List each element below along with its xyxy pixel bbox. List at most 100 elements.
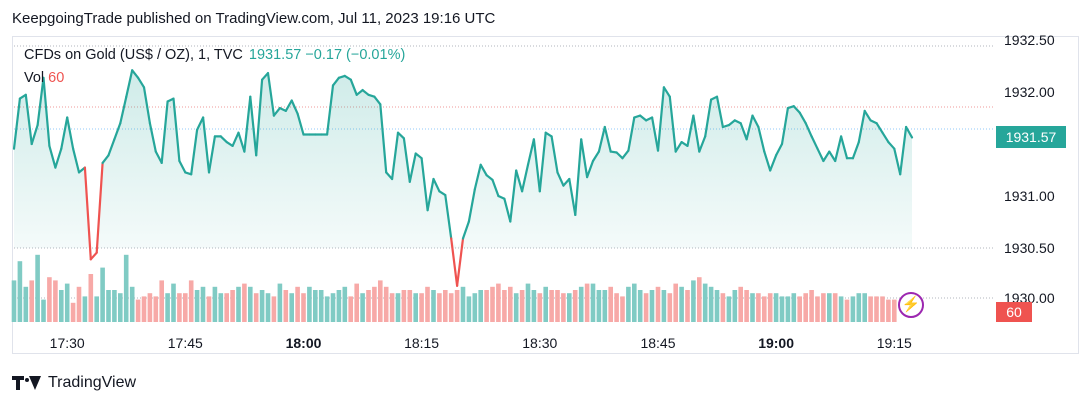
volume-bar — [378, 280, 383, 322]
price-line-segment — [532, 138, 541, 193]
y-tick-label: 1932.50 — [1004, 32, 1055, 48]
volume-bar — [153, 296, 159, 322]
volume-bar — [324, 296, 330, 322]
price-line-segment — [686, 114, 695, 147]
volume-bar — [803, 293, 808, 322]
volume-bar — [578, 286, 584, 322]
volume-bar — [112, 290, 117, 322]
volume-bar — [596, 290, 602, 322]
price-line-segment — [674, 141, 683, 153]
price-line-segment — [485, 174, 494, 181]
volume-bar — [537, 293, 543, 322]
volume-bar — [118, 293, 123, 322]
price-line-segment — [621, 149, 630, 160]
price-line-segment — [574, 138, 583, 216]
volume-bar — [892, 299, 897, 322]
price-line-segment — [142, 86, 151, 125]
x-tick-label: 17:30 — [50, 335, 85, 351]
volume-bar — [123, 254, 129, 322]
price-line-segment — [402, 137, 411, 183]
price-line-segment — [178, 159, 187, 174]
volume-bar — [525, 283, 531, 322]
price-line-segment — [426, 177, 435, 212]
price-chart[interactable]: 1932.501932.001931.001930.501930.0017:30… — [0, 0, 1090, 360]
price-line-segment — [650, 116, 660, 152]
volume-bar — [129, 286, 135, 322]
volume-bar — [614, 293, 619, 322]
x-tick-label: 19:00 — [758, 335, 794, 351]
volume-bar — [750, 293, 755, 322]
y-tick-label: 1932.00 — [1004, 84, 1055, 100]
volume-bar — [844, 299, 850, 322]
price-line-segment — [66, 116, 75, 150]
price-line-segment — [154, 150, 163, 164]
volume-bar — [318, 290, 324, 322]
volume-bar — [649, 290, 655, 322]
symbol-name: CFDs on Gold (US$ / OZ), 1, TVC — [24, 47, 243, 63]
flash-icon[interactable]: ⚡ — [898, 292, 924, 318]
volume-bar — [815, 296, 820, 322]
publish-header: KeepgoingTrade published on TradingView.… — [12, 10, 496, 27]
price-line-segment — [255, 78, 264, 157]
volume-bar — [880, 296, 885, 322]
volume-bar — [762, 296, 767, 322]
volume-bar — [850, 296, 856, 322]
price-line-segment — [668, 95, 677, 153]
volume-bar — [519, 290, 525, 322]
volume-bar — [637, 290, 643, 322]
price-line-segment — [515, 169, 524, 193]
price-line-segment — [538, 131, 547, 193]
volume-bar — [295, 286, 300, 322]
price-line-segment — [520, 163, 530, 193]
price-line-segment — [290, 99, 299, 115]
price-line-segment — [491, 178, 500, 198]
volume-bar — [348, 296, 353, 322]
volume-bar — [218, 293, 224, 322]
volume-bar — [177, 293, 182, 322]
volume-bar — [714, 290, 720, 322]
tradingview-logo[interactable]: TradingView — [12, 374, 136, 392]
volume-bar — [496, 283, 501, 322]
price-line-segment — [580, 138, 589, 179]
price-line-segment — [461, 220, 470, 240]
price-line-segment — [225, 141, 234, 147]
volume-bar — [708, 286, 714, 322]
price-line-segment — [585, 159, 595, 179]
volume-label: Vol — [24, 70, 45, 86]
volume-bar — [874, 296, 879, 322]
price-line-segment — [420, 157, 429, 212]
volume-bar — [401, 290, 407, 322]
volume-bar — [313, 290, 318, 322]
volume-bar — [236, 286, 241, 322]
volume-bar — [667, 293, 673, 322]
volume-bar — [632, 283, 637, 322]
volume-bar — [726, 296, 732, 322]
price-line-segment — [727, 119, 736, 127]
price-line-segment — [432, 177, 441, 193]
current-volume-tag: 60 — [996, 302, 1032, 322]
price-line-segment — [326, 84, 335, 136]
volume-bar — [330, 293, 336, 322]
price-line-segment — [473, 163, 482, 191]
price-line-segment — [745, 114, 754, 141]
price-line-segment — [349, 78, 358, 96]
volume-bar — [64, 283, 70, 322]
volume-bar — [567, 293, 572, 322]
volume-bar — [59, 290, 64, 322]
volume-bar — [821, 293, 826, 322]
price-line-segment — [763, 150, 772, 172]
price-line-segment — [196, 116, 205, 131]
price-line-segment — [627, 116, 636, 152]
volume-bar — [590, 283, 596, 322]
price-line-segment — [739, 122, 748, 141]
price-line-segment — [172, 97, 181, 163]
price-line-segment — [30, 123, 39, 146]
price-line-segment — [119, 95, 128, 125]
price-line-segment — [822, 150, 831, 163]
price-line-segment — [89, 251, 98, 261]
volume-bar — [171, 283, 176, 322]
volume-bar — [259, 290, 265, 322]
volume-bar — [224, 293, 229, 322]
volume-bar — [691, 280, 696, 322]
volume-bar — [561, 293, 566, 322]
